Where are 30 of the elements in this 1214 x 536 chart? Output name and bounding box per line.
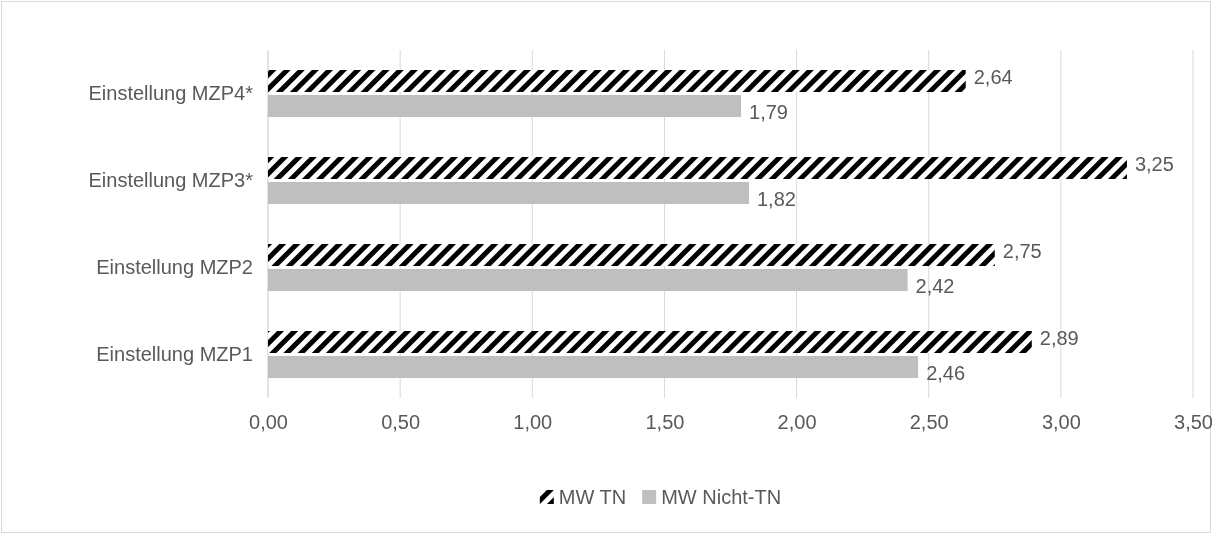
x-tick-label: 2,50 [909,411,949,433]
bar [268,95,742,117]
x-tick-label: 0,50 [381,411,421,433]
bar [268,182,749,204]
bar [268,331,1032,353]
x-tick-label: 3,50 [1174,411,1213,433]
data-label: 1,82 [757,188,796,210]
data-label: 2,75 [1002,240,1042,262]
x-tick-label: 1,50 [645,411,685,433]
bar [268,70,966,92]
data-label: 2,89 [1039,327,1079,349]
data-label: 2,46 [926,362,966,384]
data-label: 3,25 [1134,153,1174,175]
bar [268,356,919,378]
y-tick-label: Einstellung MZP1 [96,342,253,365]
y-tick-label: Einstellung MZP4* [88,81,254,104]
bar [268,157,1127,179]
x-tick-label: 2,00 [777,411,817,433]
legend-label: MW Nicht-TN [661,486,782,508]
data-label: 2,64 [973,66,1013,88]
bar [268,269,908,291]
data-label: 2,42 [915,275,955,297]
x-tick-label: 1,00 [513,411,553,433]
y-tick-label: Einstellung MZP2 [96,255,253,278]
data-label: 1,79 [749,101,789,123]
y-tick-label: Einstellung MZP3* [88,168,254,191]
bar [268,244,995,266]
x-tick-label: 0,00 [249,411,288,433]
x-tick-label: 3,00 [1041,411,1081,433]
legend-label: MW TN [558,486,627,508]
